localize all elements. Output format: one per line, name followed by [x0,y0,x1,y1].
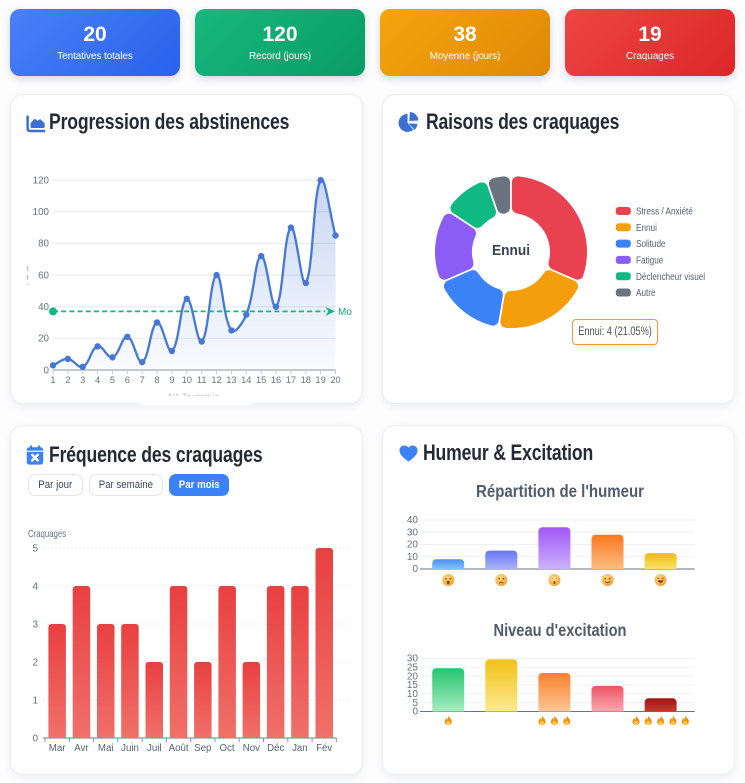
svg-text:Avr: Avr [74,743,89,754]
svg-text:6: 6 [125,375,130,385]
svg-text:11: 11 [197,375,207,385]
svg-text:14: 14 [241,375,251,385]
svg-text:1: 1 [50,375,55,385]
svg-text:Stress / Anxiété: Stress / Anxiété [636,205,693,217]
svg-text:5: 5 [110,375,115,385]
svg-text:Fév: Fév [316,743,332,754]
svg-text:Niveau d'excitation: Niveau d'excitation [494,620,627,640]
svg-text:0: 0 [44,365,50,376]
svg-text:4: 4 [95,375,100,385]
svg-text:30: 30 [407,528,419,539]
svg-text:100: 100 [33,207,50,218]
svg-text:30: 30 [407,654,419,665]
svg-text:Ennui: Ennui [492,242,530,259]
svg-text:Autre: Autre [636,286,656,298]
svg-text:20: 20 [38,334,49,345]
svg-text:Juin: Juin [121,743,139,754]
svg-text:Déc: Déc [267,743,284,754]
svg-text:20: 20 [407,540,419,551]
svg-text:Mar: Mar [49,743,66,754]
svg-text:10: 10 [407,552,419,563]
svg-text:120: 120 [33,175,50,186]
svg-text:Solitude: Solitude [636,237,666,249]
svg-text:40: 40 [407,515,419,526]
svg-text:Mai: Mai [98,743,114,754]
svg-text:40: 40 [38,302,49,313]
svg-text:Nov: Nov [243,743,260,754]
svg-text:16: 16 [271,375,281,385]
svg-text:Répartition de l'humeur: Répartition de l'humeur [476,481,644,501]
svg-text:19: 19 [315,375,325,385]
svg-text:Mo: Mo [338,307,352,318]
svg-text:5: 5 [412,698,418,709]
svg-text:Jan: Jan [292,743,308,754]
svg-text:18: 18 [301,375,311,385]
svg-text:15: 15 [407,680,419,691]
svg-text:0: 0 [32,734,38,745]
svg-text:Ennui: Ennui [636,221,657,233]
svg-text:Fatigue: Fatigue [636,253,663,265]
svg-text:3: 3 [80,375,85,385]
svg-text:20: 20 [330,375,340,385]
svg-text:0: 0 [412,707,418,718]
svg-text:Juil: Juil [147,743,162,754]
svg-text:7: 7 [140,375,145,385]
svg-text:Sep: Sep [194,743,211,754]
svg-text:12: 12 [211,375,221,385]
svg-text:80: 80 [38,239,49,250]
svg-text:8: 8 [155,375,160,385]
svg-text:2: 2 [65,375,70,385]
svg-text:10: 10 [407,689,419,700]
svg-text:0: 0 [412,564,418,575]
svg-text:3: 3 [32,620,38,631]
svg-text:9: 9 [169,375,174,385]
svg-text:1: 1 [32,696,38,707]
svg-text:Oct: Oct [220,743,235,754]
svg-text:20: 20 [407,671,419,682]
svg-text:2: 2 [32,658,38,669]
svg-text:Craquages: Craquages [28,528,67,539]
svg-text:5: 5 [32,544,38,555]
svg-text:17: 17 [286,375,296,385]
svg-text:Déclencheur visuel: Déclencheur visuel [636,270,705,282]
svg-text:25: 25 [407,663,419,674]
svg-text:4: 4 [32,582,38,593]
svg-text:60: 60 [38,270,49,281]
svg-text:13: 13 [226,375,236,385]
svg-text:15: 15 [256,375,266,385]
svg-text:Août: Août [169,743,189,754]
svg-text:10: 10 [182,375,192,385]
